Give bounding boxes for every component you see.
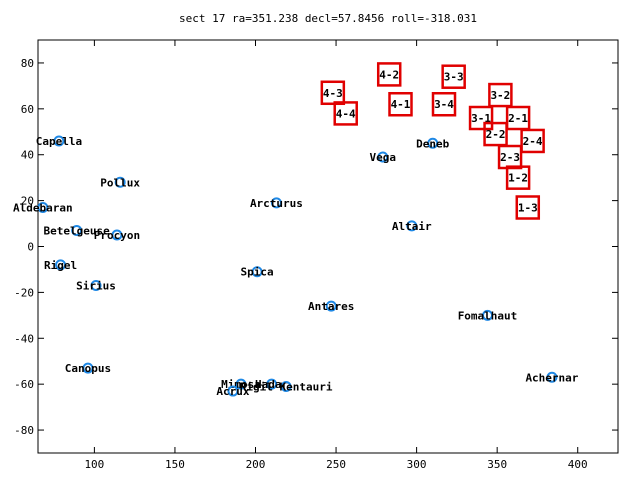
sector-label: 4-2 xyxy=(379,68,399,81)
star-label: Altair xyxy=(392,220,432,233)
sector-box xyxy=(388,91,413,117)
sector-box xyxy=(505,105,531,131)
star-marker xyxy=(546,371,558,383)
x-tick-label: 150 xyxy=(165,458,185,471)
star-marker xyxy=(235,378,247,390)
star-label: Achernar xyxy=(525,371,578,384)
star-marker xyxy=(227,385,239,397)
star-label: Antares xyxy=(308,300,354,313)
x-tick-label: 300 xyxy=(407,458,427,471)
sector-box xyxy=(468,105,494,131)
sector-box xyxy=(483,121,508,147)
x-tick-label: 400 xyxy=(568,458,588,471)
sector-label: 3-4 xyxy=(434,98,454,111)
y-tick-label: -80 xyxy=(14,424,34,437)
y-tick-label: -60 xyxy=(14,378,34,391)
sector-label: 2-3 xyxy=(500,151,520,164)
y-tick-label: 20 xyxy=(21,195,34,208)
y-tick-label: 80 xyxy=(21,57,34,70)
star-marker xyxy=(406,220,418,232)
star-marker xyxy=(55,259,67,271)
star-marker xyxy=(37,201,49,213)
sector-label: 4-4 xyxy=(336,107,356,120)
sector-label: 1-3 xyxy=(518,201,538,214)
y-tick-label: -40 xyxy=(14,332,34,345)
sector-label: 3-2 xyxy=(490,89,510,102)
y-tick-label: 40 xyxy=(21,149,34,162)
star-label: Canopus xyxy=(65,362,111,375)
sector-box xyxy=(441,64,466,89)
star-label: Rigil Kentauri xyxy=(240,380,333,393)
x-tick-label: 250 xyxy=(326,458,346,471)
sector-box xyxy=(488,82,513,108)
sector-label: 4-3 xyxy=(323,87,343,100)
star-label: Fomalhaut xyxy=(458,309,518,322)
star-label: Sirius xyxy=(76,280,116,293)
star-label: Mimosa xyxy=(221,378,261,391)
sector-box xyxy=(497,144,523,170)
sector-label: 3-3 xyxy=(444,71,464,84)
sector-box xyxy=(505,165,531,190)
star-marker xyxy=(71,224,83,236)
sector-label: 2-4 xyxy=(523,135,543,148)
sector-label: 2-1 xyxy=(508,112,528,125)
sector-box xyxy=(431,91,457,117)
star-label: Arcturus xyxy=(250,197,303,210)
star-marker xyxy=(114,176,126,188)
star-marker xyxy=(270,197,282,209)
star-label: Aldebaran xyxy=(13,201,73,214)
star-marker xyxy=(482,309,493,321)
star-label: Rigel xyxy=(44,259,77,272)
chart-title: sect 17 ra=351.238 decl=57.8456 roll=-31… xyxy=(179,12,477,25)
star-label: Hadar xyxy=(255,378,288,391)
star-label: Acrux xyxy=(216,385,249,398)
y-tick-label: 60 xyxy=(21,103,34,116)
y-tick-label: -20 xyxy=(14,286,34,299)
sector-label: 4-1 xyxy=(391,98,411,111)
y-tick-label: 0 xyxy=(27,241,34,254)
star-marker xyxy=(111,229,123,241)
star-label: Pollux xyxy=(100,176,140,189)
sector-label: 3-1 xyxy=(471,112,491,125)
star-marker xyxy=(325,300,337,312)
star-marker xyxy=(377,151,389,163)
sector-box xyxy=(320,80,346,106)
star-marker xyxy=(280,380,292,392)
star-marker xyxy=(90,280,102,292)
x-tick-label: 200 xyxy=(246,458,266,471)
star-marker xyxy=(251,266,263,278)
star-marker xyxy=(427,137,439,149)
star-marker xyxy=(82,362,94,374)
x-tick-label: 100 xyxy=(84,458,104,471)
star-label: Deneb xyxy=(416,137,449,150)
star-label: Spica xyxy=(241,266,274,279)
star-label: Procyon xyxy=(94,229,140,242)
star-label: Capella xyxy=(36,135,82,148)
sector-box xyxy=(376,62,402,87)
sector-label: 2-2 xyxy=(486,128,506,141)
star-marker xyxy=(53,135,65,147)
sector-box xyxy=(333,101,358,126)
sector-label: 1-2 xyxy=(508,172,528,185)
sector-box xyxy=(515,195,541,220)
star-marker xyxy=(266,378,278,390)
sector-box xyxy=(520,128,545,154)
star-label: Vega xyxy=(370,151,397,164)
star-label: Betelgeuse xyxy=(44,224,111,237)
x-tick-label: 350 xyxy=(487,458,507,471)
